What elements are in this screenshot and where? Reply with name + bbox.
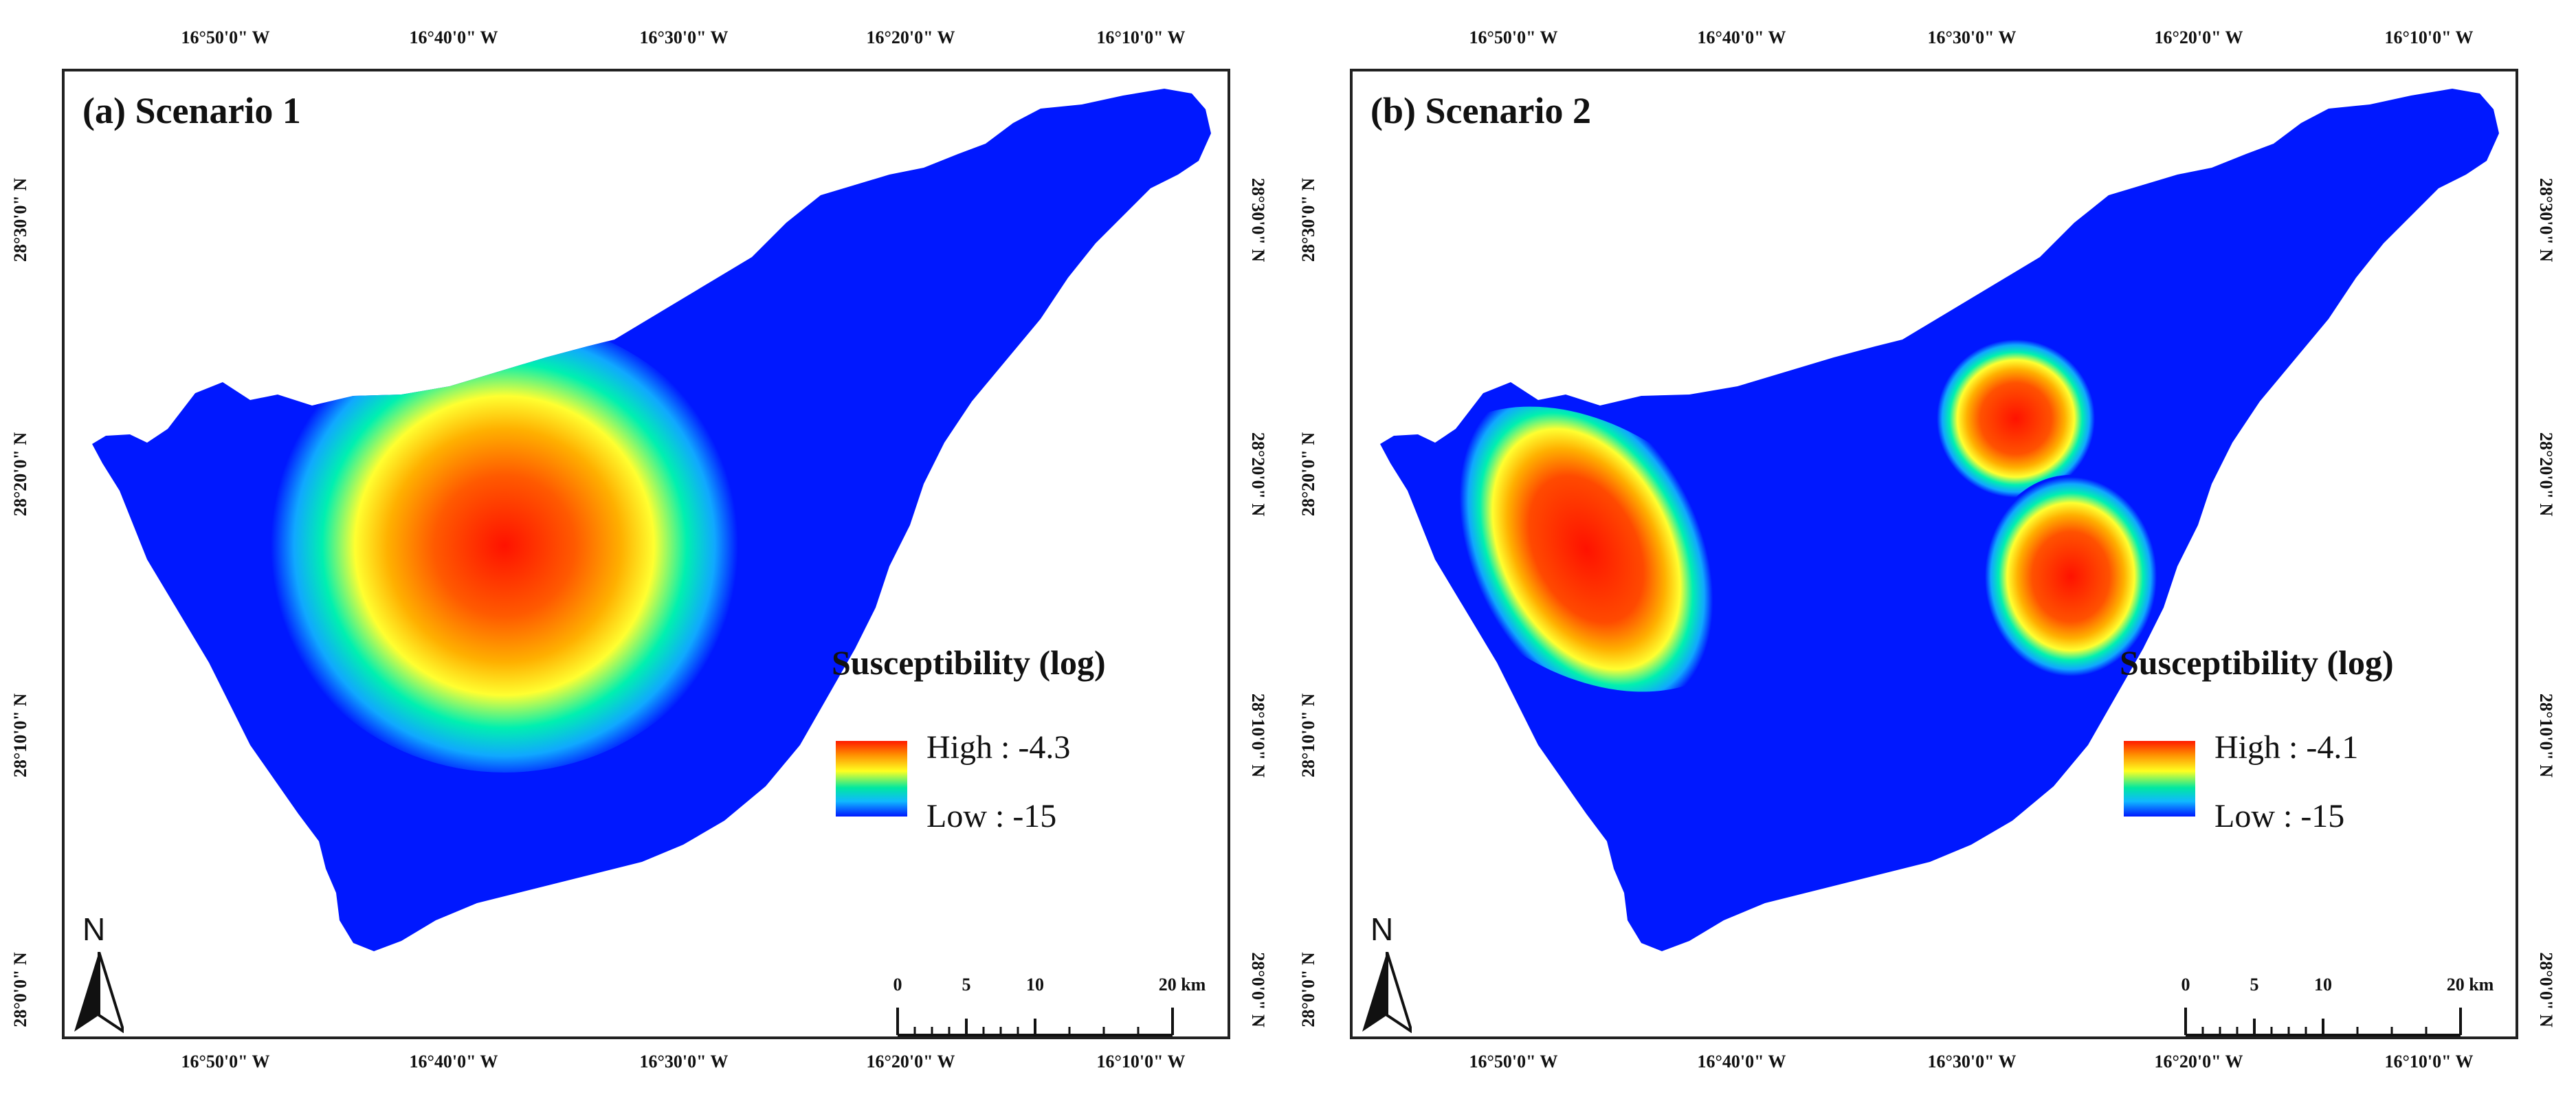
susceptibility-hotspot: [1935, 337, 2097, 500]
legend-title: Susceptibility (log): [832, 643, 1106, 682]
island-tenerife: [1380, 89, 2499, 951]
lat-tick-left: 28°10'0" N: [1298, 693, 1318, 778]
lat-tick-right: 28°10'0" N: [1248, 693, 1268, 778]
scale-label: 10: [1026, 975, 1044, 995]
legend-color-ramp: [2124, 741, 2195, 817]
lat-tick-left: 28°20'0" N: [1298, 432, 1318, 517]
susceptibility-hotspot: [1418, 406, 1755, 692]
scale-label: 5: [2250, 975, 2259, 995]
lat-tick-right: 28°10'0" N: [2536, 693, 2556, 778]
map-frame: [62, 69, 1230, 1039]
north-label: N: [1370, 911, 1394, 947]
north-label: N: [82, 911, 106, 947]
scale-label: 0: [2181, 975, 2190, 995]
map-canvas: [1380, 89, 2499, 951]
panel-title: (a) Scenario 1: [82, 90, 301, 131]
lat-tick-right: 28°30'0" N: [2536, 177, 2556, 263]
lon-tick-bottom: 16°30'0" W: [1927, 1052, 2017, 1072]
lat-tick-right: 28°30'0" N: [1248, 177, 1268, 263]
scale-bar-graphic: [2184, 1008, 2462, 1036]
lon-tick-bottom: 16°40'0" W: [409, 1052, 498, 1072]
legend-low-label: Low : -15: [2214, 798, 2345, 834]
lon-tick-bottom: 16°40'0" W: [1697, 1052, 1786, 1072]
lat-tick-left: 28°30'0" N: [10, 177, 30, 263]
panel-scenario-1: 16°50'0" W 16°40'0" W 16°30'0" W 16°20'0…: [10, 27, 1268, 1072]
north-arrow-icon: [74, 952, 124, 1033]
scale-label: 20 km: [2446, 975, 2494, 995]
lon-tick-top: 16°40'0" W: [409, 27, 498, 47]
map-frame: [1350, 69, 2518, 1039]
lon-tick-bottom: 16°30'0" W: [639, 1052, 729, 1072]
lon-tick-top: 16°10'0" W: [1096, 27, 1186, 47]
scale-bar-graphic: [896, 1008, 1174, 1036]
lon-tick-top: 16°30'0" W: [639, 27, 729, 47]
lon-tick-bottom: 16°50'0" W: [181, 1052, 270, 1072]
legend-color-ramp: [836, 741, 907, 817]
lat-tick-left: 28°0'0" N: [1298, 952, 1318, 1028]
lon-tick-top: 16°40'0" W: [1697, 27, 1786, 47]
lat-tick-right: 28°0'0" N: [2536, 952, 2556, 1028]
lat-tick-right: 28°20'0" N: [2536, 432, 2556, 517]
scale-label: 0: [893, 975, 902, 995]
legend-title: Susceptibility (log): [2120, 643, 2394, 682]
lat-tick-left: 28°30'0" N: [1298, 177, 1318, 263]
lon-tick-bottom: 16°10'0" W: [2384, 1052, 2474, 1072]
lon-tick-top: 16°20'0" W: [2154, 27, 2243, 47]
scale-bar: 0 5 10 20 km: [2175, 975, 2494, 1043]
legend-high-label: High : -4.1: [2214, 729, 2359, 766]
lon-tick-top: 16°10'0" W: [2384, 27, 2474, 47]
lon-tick-bottom: 16°10'0" W: [1096, 1052, 1186, 1072]
susceptibility-hotspot: [264, 319, 745, 773]
north-arrow-icon: [1362, 952, 1412, 1033]
lat-tick-left: 28°0'0" N: [10, 952, 30, 1028]
lon-tick-bottom: 16°20'0" W: [2154, 1052, 2243, 1072]
scale-label: 20 km: [1158, 975, 1206, 995]
lon-tick-top: 16°20'0" W: [866, 27, 955, 47]
lon-tick-top: 16°30'0" W: [1927, 27, 2017, 47]
susceptibility-hotspot: [1983, 475, 2159, 678]
legend-low-label: Low : -15: [926, 798, 1057, 834]
legend-high-label: High : -4.3: [926, 729, 1071, 766]
lon-tick-bottom: 16°50'0" W: [1469, 1052, 1558, 1072]
lon-tick-top: 16°50'0" W: [181, 27, 270, 47]
scale-label: 5: [962, 975, 971, 995]
map-canvas: [92, 89, 1211, 951]
scale-bar: 0 5 10 20 km: [887, 975, 1206, 1043]
lat-tick-right: 28°0'0" N: [1248, 952, 1268, 1028]
panel-title: (b) Scenario 2: [1370, 90, 1591, 131]
lat-tick-right: 28°20'0" N: [1248, 432, 1268, 517]
lat-tick-left: 28°20'0" N: [10, 432, 30, 517]
scale-label: 10: [2314, 975, 2332, 995]
lon-tick-bottom: 16°20'0" W: [866, 1052, 955, 1072]
panel-scenario-2: 16°50'0" W 16°40'0" W 16°30'0" W 16°20'0…: [1288, 0, 2576, 1110]
lon-tick-top: 16°50'0" W: [1469, 27, 1558, 47]
lat-tick-left: 28°10'0" N: [10, 693, 30, 778]
